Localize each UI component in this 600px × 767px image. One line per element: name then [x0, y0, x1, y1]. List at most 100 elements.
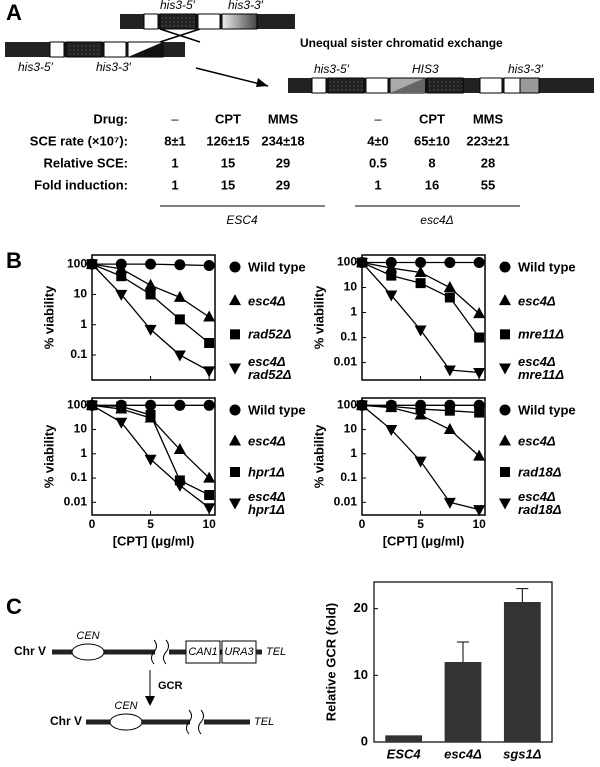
- x-tick-label: ESC4: [387, 746, 422, 761]
- marker: [174, 259, 186, 271]
- marker: [203, 503, 216, 515]
- marker: [443, 497, 456, 509]
- panel-label: C: [6, 594, 22, 619]
- x-tick-label: 5: [417, 517, 424, 531]
- table-cell: 55: [481, 177, 495, 192]
- marker: [443, 365, 456, 377]
- x-tick-label: 5: [147, 517, 154, 531]
- table-cell: 1: [171, 177, 178, 192]
- marker: [145, 409, 156, 420]
- marker: [415, 257, 427, 269]
- error-bar: [516, 588, 529, 602]
- break-gap: [155, 640, 169, 664]
- marker: [145, 289, 156, 300]
- y-tick-label: 10: [74, 422, 88, 436]
- legend-marker: [499, 498, 511, 510]
- y-tick-label: 0.01: [334, 355, 358, 369]
- y-axis-label: % viability: [311, 285, 326, 349]
- marker: [174, 399, 186, 411]
- y-tick-label: 0.1: [340, 470, 357, 484]
- marker: [415, 278, 426, 289]
- break: [151, 639, 169, 665]
- y-axis-label: Relative GCR (fold): [323, 603, 338, 721]
- marker: [474, 407, 485, 418]
- chromosome-label: Chr V: [50, 714, 82, 728]
- x-tick-label: sgs1Δ: [503, 746, 542, 761]
- y-axis-label: % viability: [41, 285, 56, 349]
- table-cell: 126±15: [206, 133, 249, 148]
- bar: [385, 735, 423, 742]
- legend-label: esc4Δ rad52Δ: [248, 354, 292, 382]
- table-cell: 8±1: [164, 133, 186, 148]
- arrow-head: [256, 78, 268, 87]
- marker: [385, 425, 398, 437]
- marker: [414, 456, 427, 468]
- chromatid-upper: [120, 13, 295, 30]
- table-cell: 234±18: [261, 133, 304, 148]
- crossover: [159, 28, 201, 43]
- marker: [443, 423, 456, 435]
- marker: [204, 490, 215, 501]
- legend-label: hpr1Δ: [248, 464, 285, 480]
- marker: [86, 259, 98, 271]
- plot-frame: [361, 397, 486, 516]
- table-cell: 8: [428, 155, 435, 170]
- legend-marker: [229, 498, 241, 510]
- legend-label: Wild type: [518, 259, 576, 275]
- plot-frame: [361, 254, 486, 381]
- row-label: Fold induction:: [34, 177, 128, 192]
- marker: [473, 367, 486, 379]
- x-tick-label: esc4Δ: [444, 746, 482, 761]
- y-tick-label: 1: [80, 317, 87, 331]
- table-cell: –: [171, 111, 179, 126]
- legend-marker: [499, 434, 511, 446]
- gene-label: his3-3′: [508, 62, 544, 76]
- marker: [386, 401, 397, 412]
- arrow-label: Unequal sister chromatid exchange: [300, 36, 503, 50]
- legend-label: rad52Δ: [248, 326, 292, 342]
- marker: [474, 332, 485, 343]
- y-tick-label: 1: [350, 446, 357, 460]
- arrow: [195, 67, 269, 87]
- y-tick-label: 0: [361, 733, 368, 748]
- legend-label: mre11Δ: [518, 326, 565, 342]
- row-label: Drug:: [93, 111, 128, 126]
- marker: [473, 257, 485, 269]
- legend-marker: [499, 363, 511, 375]
- marker: [203, 399, 215, 411]
- marker: [86, 400, 98, 412]
- table-cell: 15: [221, 177, 235, 192]
- legend-label: esc4Δ: [518, 293, 556, 309]
- legend-marker: [500, 329, 510, 340]
- y-tick-label: 10: [74, 287, 88, 301]
- panel-label: B: [6, 248, 22, 273]
- marker: [115, 289, 128, 301]
- gene-label: his3-3′: [96, 60, 132, 74]
- gene-label: his3-5′: [18, 60, 54, 74]
- marker-box: [185, 640, 221, 664]
- marker: [385, 261, 398, 273]
- legend-label: esc4Δ: [248, 293, 286, 309]
- table-cell: 1: [374, 177, 381, 192]
- y-tick-label: 1: [350, 305, 357, 319]
- legend-marker: [229, 363, 241, 375]
- x-tick-label: 0: [359, 517, 366, 531]
- legend-marker: [230, 467, 240, 477]
- y-tick-label: 0.01: [64, 494, 88, 508]
- table-cell: 15: [221, 155, 235, 170]
- chromatid-product: [288, 77, 594, 94]
- marker: [204, 337, 215, 348]
- marker: [173, 290, 186, 302]
- legend-label: esc4Δ mre11Δ: [518, 354, 565, 382]
- table-cell: 4±0: [367, 133, 389, 148]
- centromere: [71, 643, 105, 661]
- marker: [144, 278, 157, 290]
- legend-marker: [229, 404, 241, 416]
- table-cell: 1: [171, 155, 178, 170]
- y-tick-label: 1: [80, 446, 87, 460]
- legend-marker: [499, 294, 511, 306]
- break-gap: [190, 710, 204, 734]
- marker: [173, 480, 186, 492]
- y-tick-label: 10: [344, 422, 358, 436]
- marker: [145, 258, 157, 270]
